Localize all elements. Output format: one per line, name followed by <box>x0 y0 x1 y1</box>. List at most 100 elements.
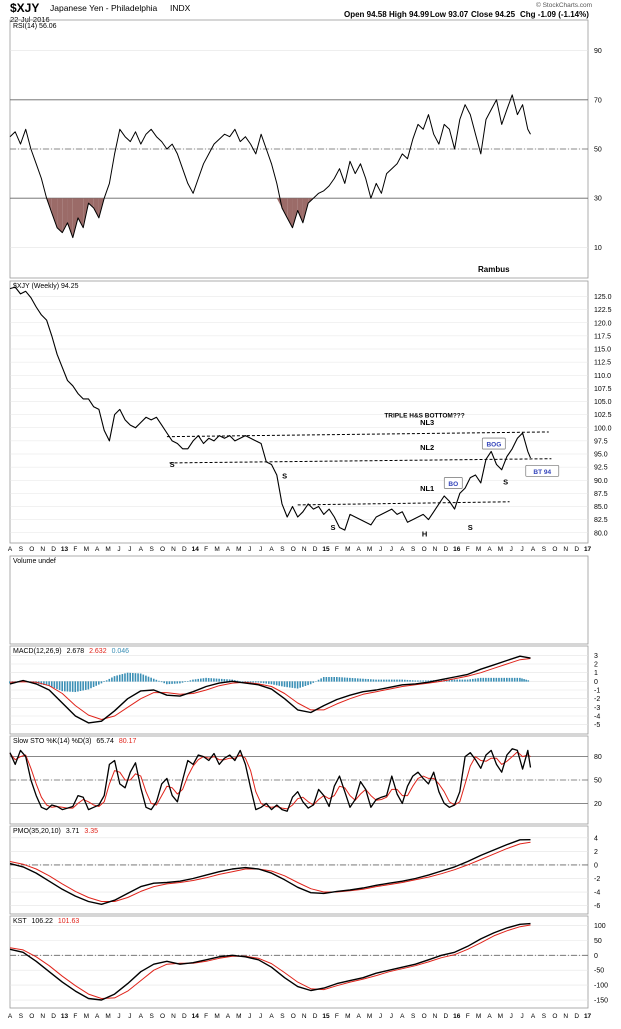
macd-histogram-bar <box>509 678 511 682</box>
x-tick-label: M <box>105 1013 110 1020</box>
macd-histogram-bar <box>399 680 401 682</box>
macd-histogram-bar <box>425 680 427 681</box>
pattern-annotation: S <box>503 477 508 486</box>
macd-histogram-bar <box>312 681 314 683</box>
x-tick-label: J <box>259 1013 262 1020</box>
macd-histogram-bar <box>137 673 139 681</box>
x-tick-label: A <box>8 1013 13 1020</box>
y-tick-label: 82.5 <box>594 517 608 524</box>
y-tick-label: 117.5 <box>594 333 611 340</box>
macd-histogram-bar <box>375 680 377 682</box>
y-tick-label: -4 <box>594 890 600 897</box>
symbol: $XJY <box>10 1 39 15</box>
y-tick-label: 112.5 <box>594 360 611 367</box>
macd-histogram-bar <box>61 681 63 691</box>
macd-title: MACD(12,26,9) <box>13 648 62 655</box>
macd-histogram-bar <box>192 680 194 682</box>
x-tick-label: J <box>521 1013 524 1020</box>
x-tick-label: J <box>510 546 513 553</box>
x-tick-label: M <box>345 546 350 553</box>
macd-histogram-bar <box>111 678 113 682</box>
x-tick-label: D <box>313 1013 318 1020</box>
kst-value: 106.22 <box>31 918 53 925</box>
x-tick-label: 13 <box>61 1013 69 1020</box>
x-tick-label: 16 <box>453 546 461 553</box>
x-tick-label: M <box>476 546 481 553</box>
x-tick-label: D <box>51 1013 56 1020</box>
x-tick-label: O <box>291 546 296 553</box>
y-tick-label: -1 <box>594 688 600 695</box>
x-tick-label: A <box>226 546 231 553</box>
change-value: Chg -1.09 (-1.14%) <box>520 10 589 19</box>
macd-histogram-bar <box>124 673 126 681</box>
macd-histogram-bar <box>224 679 226 682</box>
macd-histogram-bar <box>176 681 178 683</box>
macd-histogram-bar <box>289 681 291 687</box>
x-tick-label: D <box>182 1013 187 1020</box>
macd-histogram-bar <box>278 681 280 685</box>
macd-histogram-bar <box>51 681 53 687</box>
macd-histogram-bar <box>407 680 409 682</box>
x-tick-label: M <box>498 1013 503 1020</box>
macd-histogram-bar <box>260 681 262 683</box>
macd-histogram-bar <box>69 681 71 691</box>
y-tick-label: 30 <box>594 196 602 203</box>
macd-histogram-bar <box>187 681 189 682</box>
macd-histogram-bar <box>166 681 168 684</box>
low-value: Low 93.07 <box>430 10 469 19</box>
macd-histogram-bar <box>326 677 328 682</box>
macd-histogram-bar <box>297 681 299 688</box>
macd-histogram-bar <box>475 679 477 682</box>
x-tick-label: A <box>357 546 362 553</box>
macd-histogram-bar <box>480 678 482 682</box>
y-tick-label: 100 <box>594 923 606 930</box>
x-tick-label: N <box>40 1013 45 1020</box>
x-tick-label: F <box>335 1013 339 1020</box>
macd-histogram-bar <box>482 678 484 682</box>
price-panel: $XJY (Weekly) 94.25 80.082.585.087.590.0… <box>10 283 612 538</box>
macd-histogram-bar <box>394 680 396 682</box>
macd-histogram-bar <box>64 681 66 691</box>
y-tick-label: 125.0 <box>594 294 612 301</box>
x-tick-label: M <box>236 1013 241 1020</box>
x-tick-label: D <box>182 546 187 553</box>
macd-histogram-bar <box>299 681 301 687</box>
x-tick-label: A <box>269 546 274 553</box>
macd-histogram-bar <box>362 679 364 682</box>
macd-histogram-bar <box>218 679 220 682</box>
x-tick-label: 14 <box>192 546 200 553</box>
x-tick-label: A <box>95 546 100 553</box>
x-tick-label: N <box>563 1013 568 1020</box>
macd-histogram-bar <box>373 679 375 681</box>
macd-histogram-bar <box>357 678 359 681</box>
x-tick-label: 17 <box>584 1013 592 1020</box>
macd-histogram-bar <box>156 680 158 682</box>
y-tick-label: 97.5 <box>594 438 608 445</box>
rambus-annotation: Rambus <box>478 265 510 274</box>
x-tick-label: A <box>400 1013 405 1020</box>
y-tick-label: 87.5 <box>594 491 608 498</box>
y-tick-label: 90.0 <box>594 478 608 485</box>
pmo-line <box>10 840 531 905</box>
macd-histogram-bar <box>56 681 58 689</box>
x-tick-label: F <box>466 546 470 553</box>
x-tick-label: O <box>552 546 557 553</box>
rsi-oversold-fill <box>52 198 57 228</box>
macd-histogram-bar <box>412 680 414 681</box>
x-tick-label: A <box>95 1013 100 1020</box>
open-value: Open 94.58 <box>344 10 387 19</box>
macd-histogram-bar <box>339 677 341 681</box>
x-tick-label: J <box>390 546 393 553</box>
x-tick-label: S <box>19 546 24 553</box>
macd-histogram-bar <box>135 673 137 681</box>
x-tick-label: S <box>280 546 285 553</box>
macd-histogram-bar <box>525 680 527 682</box>
y-tick-label: 120.0 <box>594 320 612 327</box>
rsi-oversold-fill <box>298 198 303 223</box>
x-tick-label: A <box>226 1013 231 1020</box>
macd-histogram-bar <box>464 680 466 682</box>
x-tick-label: D <box>51 546 56 553</box>
macd-histogram-bar <box>67 681 69 691</box>
x-tick-label: D <box>574 1013 579 1020</box>
